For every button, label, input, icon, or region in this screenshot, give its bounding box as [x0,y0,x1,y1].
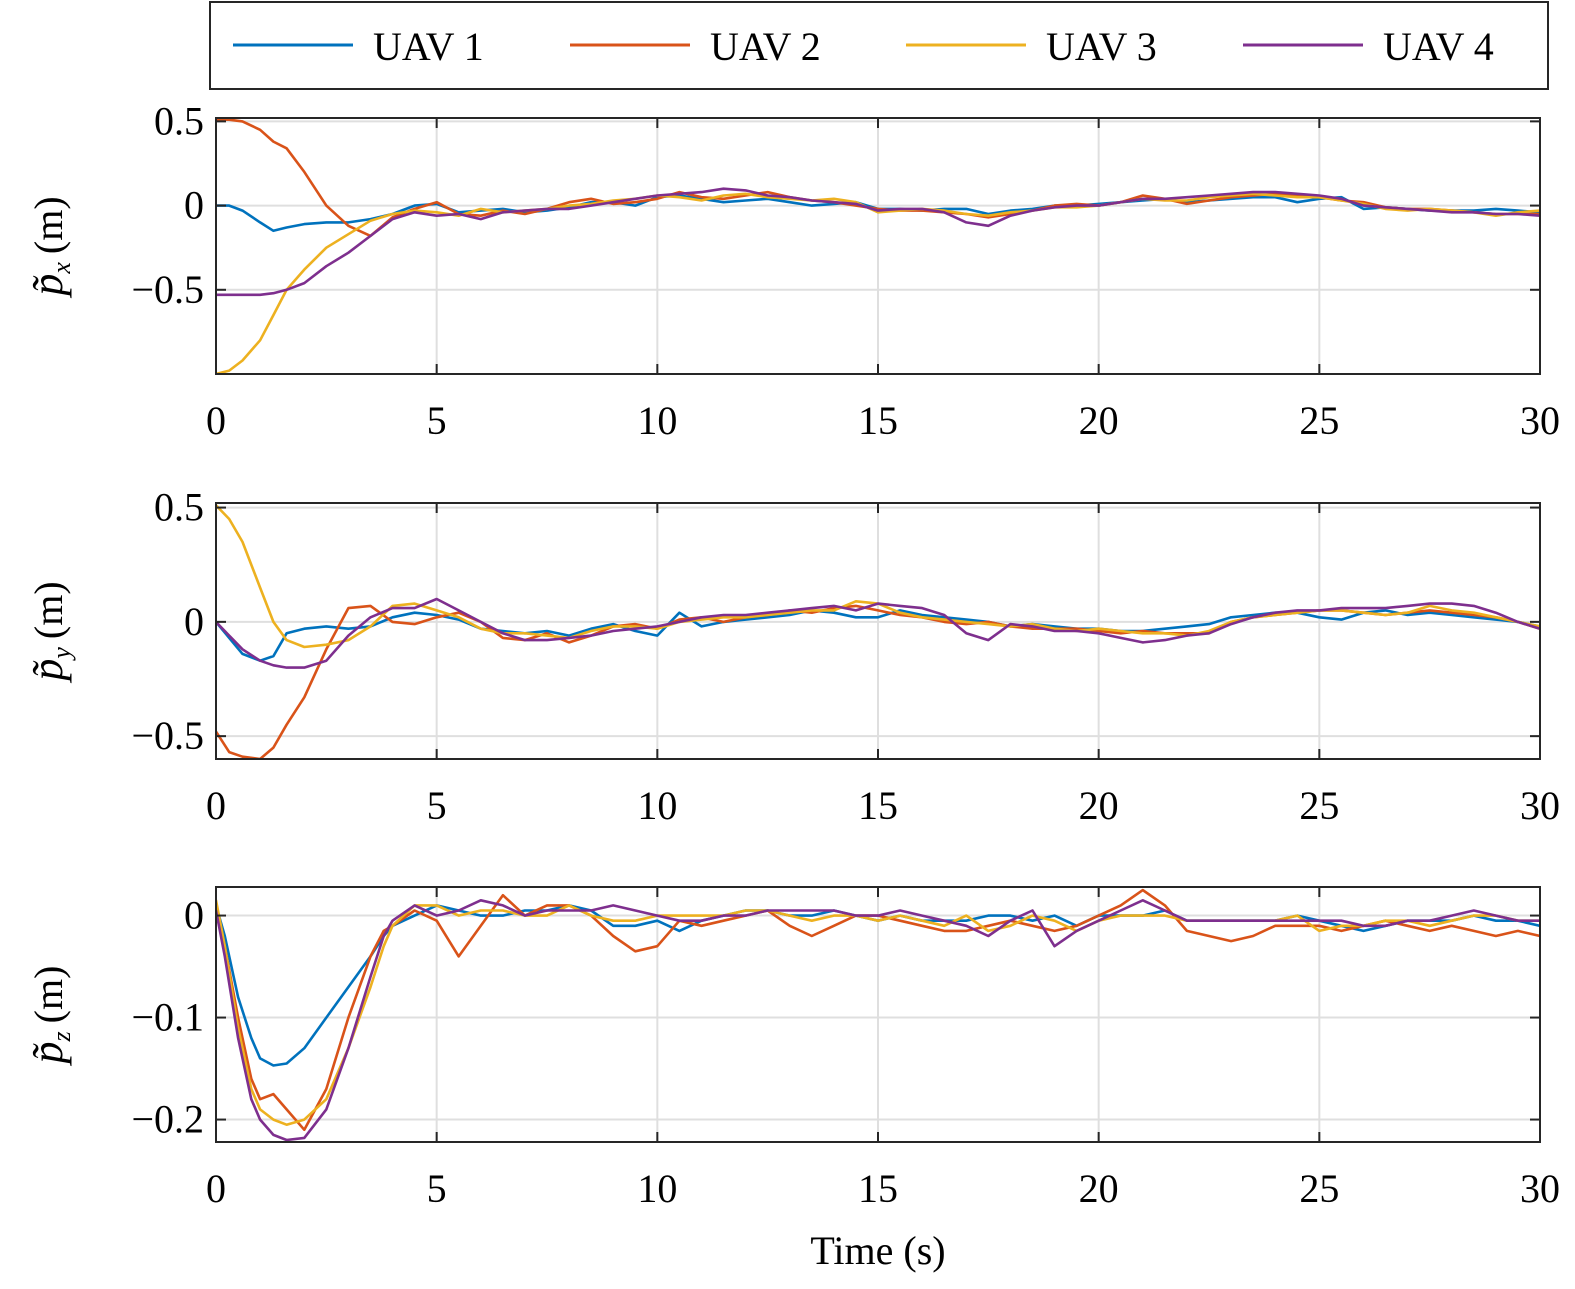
x-axis-label: Time (s) [810,1228,945,1273]
y-axis-label-unit: (m) [26,966,71,1024]
y-axis-label-unit: (m) [26,581,71,639]
ytick-label-py-1: 0 [184,599,204,644]
legend-label-uav-1: UAV 1 [373,24,484,69]
xtick-label-py-10: 10 [637,783,677,828]
series-py-uav-1 [216,609,1540,663]
xtick-label-px-20: 20 [1079,398,1119,443]
ytick-label-pz-0: 0 [184,893,204,938]
xtick-label-px-0: 0 [206,398,226,443]
y-axis-label-unit: (m) [26,196,71,254]
subplot-py: 0 5 10 15 20 25 300.50−0.5p̃y(m) [23,485,1560,828]
y-axis-label-symbol: p̃ [23,274,72,299]
ytick-label-px-1: 0 [184,183,204,228]
ytick-label-pz-1: −0.1 [131,995,204,1040]
y-axis-label-py: p̃y (m) [23,581,76,683]
xtick-label-pz-20: 20 [1079,1166,1119,1211]
ytick-label-py-2: −0.5 [131,713,204,758]
subplot-px: 0 5 10 15 20 25 30 0.5 0 −0.5 p̃x (m) [23,98,1560,443]
legend-label-uav-2: UAV 2 [710,24,821,69]
legend: UAV 1 UAV 2 UAV 3 UAV 4 [209,1,1549,90]
series-pz-uav-2 [216,888,1540,1132]
legend-entry-uav-4: UAV 4 [1243,24,1494,69]
xtick-label-px-15: 15 [858,398,898,443]
y-axis-label-symbol: p̃ [23,1041,72,1066]
xtick-label-px-5: 5 [427,398,447,443]
legend-entry-uav-1: UAV 1 [233,24,484,69]
series-px-uav-4 [216,187,1540,297]
xtick-label-pz-0: 0 [206,1166,226,1211]
y-axis-label-subscript: y [47,647,76,662]
xtick-label-py-25: 25 [1299,783,1339,828]
legend-label-uav-4: UAV 4 [1383,24,1494,69]
y-axis-label-subscript: z [47,1031,76,1042]
xtick-label-pz-10: 10 [637,1166,677,1211]
xtick-label-px-10: 10 [637,398,677,443]
ytick-label-py-0: 0.5 [154,485,204,530]
ytick-label-pz-2: −0.2 [131,1097,204,1142]
xtick-label-py-20: 20 [1079,783,1119,828]
series-group-pz [216,888,1540,1142]
y-axis-label-px: p̃x (m) [23,196,76,298]
xtick-label-px-30: 30 [1520,398,1560,443]
xtick-label-pz-30: 30 [1520,1166,1560,1211]
xtick-label-pz-5: 5 [427,1166,447,1211]
legend-label-uav-3: UAV 3 [1046,24,1157,69]
xtick-label-py-5: 5 [427,783,447,828]
ytick-label-px-0: 0.5 [154,98,204,143]
series-group-py [216,503,1540,759]
xtick-label-py-30: 30 [1520,783,1560,828]
xtick-label-pz-15: 15 [858,1166,898,1211]
subplot-pz: 0 5 10 15 20 25 30 0 −0.1 −0.2 p̃z (m) [23,886,1560,1211]
y-axis-label-pz: p̃z (m) [23,966,76,1067]
y-axis-label-subscript: x [47,262,76,275]
xtick-label-py-0: 0 [206,783,226,828]
series-py-uav-4 [216,597,1540,669]
legend-entry-uav-2: UAV 2 [570,24,821,69]
xtick-label-py-15: 15 [858,783,898,828]
series-pz-uav-4 [216,898,1540,1142]
y-axis-label-symbol: p̃ [23,659,72,684]
series-px-uav-3 [216,192,1540,374]
series-group-px [216,118,1540,374]
legend-entry-uav-3: UAV 3 [906,24,1157,69]
xtick-label-px-25: 25 [1299,398,1339,443]
ytick-label-px-2: −0.5 [131,267,204,312]
xtick-label-pz-25: 25 [1299,1166,1339,1211]
